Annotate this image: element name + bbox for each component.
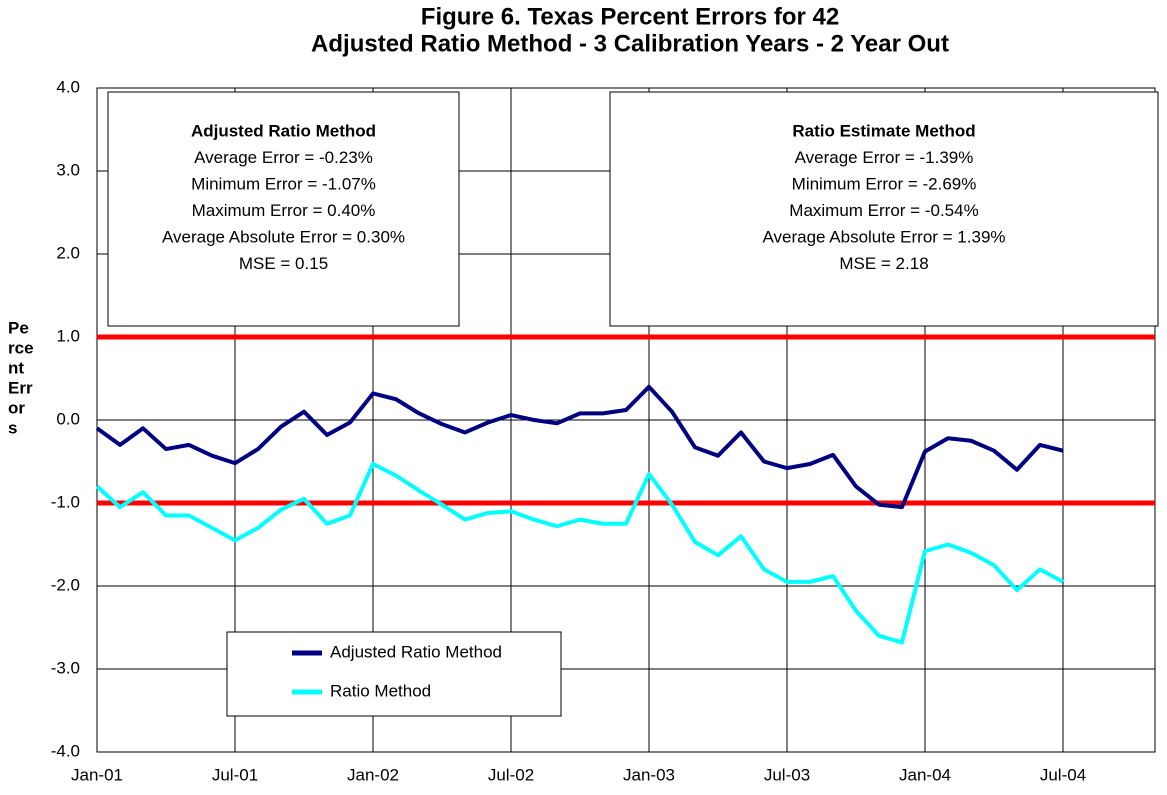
legend-label: Adjusted Ratio Method [330,642,502,661]
x-tick-label: Jul-01 [212,765,258,784]
x-tick-label: Jan-04 [899,765,951,784]
y-tick-label: 1.0 [56,326,80,345]
annotation-text: Maximum Error = 0.40% [192,201,376,220]
y-axis-label: rce [8,338,34,357]
y-tick-label: -4.0 [51,741,80,760]
chart-title: Figure 6. Texas Percent Errors for 42 [421,3,839,30]
y-tick-label: 2.0 [56,243,80,262]
x-tick-label: Jul-04 [1040,765,1086,784]
annotation-text: Average Error = -0.23% [194,148,373,167]
y-axis-label: s [8,418,17,437]
annotation-text: Adjusted Ratio Method [191,121,376,140]
y-tick-label: 4.0 [56,77,80,96]
y-axis-label: nt [8,358,24,377]
y-tick-label: -2.0 [51,575,80,594]
legend-label: Ratio Method [330,681,431,700]
annotation-text: Maximum Error = -0.54% [789,201,978,220]
plot-border [96,87,1156,753]
annotation-box [609,91,1159,327]
annotation-text: Ratio Estimate Method [792,121,975,140]
y-axis-label: Err [8,378,33,397]
annotation-text: Average Absolute Error = 1.39% [762,227,1005,246]
x-tick-label: Jul-02 [488,765,534,784]
x-tick-label: Jan-02 [347,765,399,784]
annotation-text: Average Absolute Error = 0.30% [162,227,405,246]
x-tick-label: Jan-01 [71,765,123,784]
y-tick-label: -3.0 [51,658,80,677]
annotation-text: Minimum Error = -1.07% [191,174,376,193]
annotation-box [107,91,460,327]
annotation-text: Average Error = -1.39% [795,148,974,167]
series-line [95,461,1064,645]
y-axis-label: or [8,398,25,417]
y-axis-label: Pe [8,318,29,337]
annotation-text: Minimum Error = -2.69% [792,174,977,193]
y-tick-label: 0.0 [56,409,80,428]
y-tick-label: 3.0 [56,160,80,179]
x-tick-label: Jan-03 [623,765,675,784]
x-tick-label: Jul-03 [764,765,810,784]
legend-box [226,631,562,717]
annotation-text: MSE = 2.18 [839,254,928,273]
chart-title: Adjusted Ratio Method - 3 Calibration Ye… [311,30,949,57]
annotation-text: MSE = 0.15 [239,254,328,273]
series-line [95,384,1064,510]
y-tick-label: -1.0 [51,492,80,511]
